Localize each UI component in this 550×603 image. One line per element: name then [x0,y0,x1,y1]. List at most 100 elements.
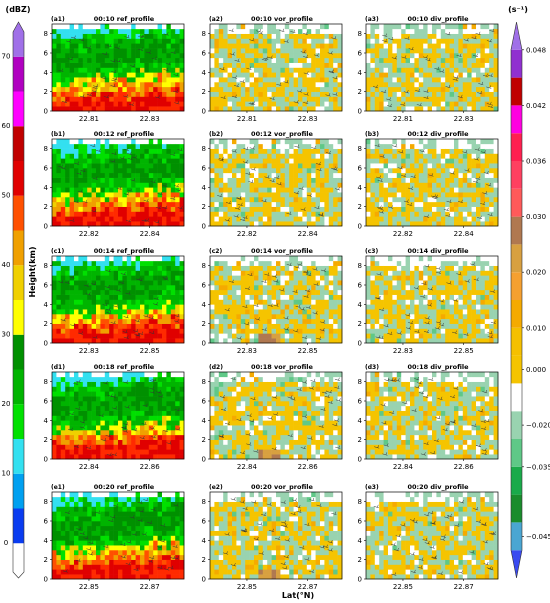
heatmap-cell [306,38,312,44]
heatmap-cell [374,304,380,310]
heatmap-cell [328,153,334,159]
heatmap-cell [131,338,136,344]
heatmap-cell [100,265,106,271]
wind-barb [477,90,483,95]
heatmap-cell [284,294,290,300]
heatmap-cell [122,38,128,44]
heatmap-cell [52,318,57,324]
heatmap-cell [374,177,380,183]
heatmap-cell [82,53,88,59]
heatmap-cell [148,106,154,112]
heatmap-cell [337,192,343,198]
heatmap-cell [392,201,398,207]
heatmap-cell [302,338,308,344]
heatmap-cell [236,197,242,203]
heatmap-cell [262,91,268,97]
heatmap-cell [262,216,268,222]
heatmap-cell [91,101,97,107]
heatmap-cell [104,168,110,174]
heatmap-cell [245,323,250,329]
vorticity-divergence-colorbar-tick-label: 0.000 [526,366,546,374]
heatmap-cell [370,172,376,178]
heatmap-cell [118,67,123,73]
heatmap-cell [423,33,428,39]
heatmap-cell [113,57,119,63]
heatmap-cell [96,177,101,183]
heatmap-cell [311,314,316,320]
heatmap-cell [104,309,110,315]
heatmap-cell [462,57,468,63]
heatmap-cell [436,91,442,97]
heatmap-cell [240,318,246,324]
heatmap-cell [82,323,88,329]
heatmap-cell [280,333,286,339]
wind-barb [153,296,159,300]
heatmap-cell [440,72,446,78]
heatmap-cell [423,153,428,159]
wind-barb [176,188,182,192]
heatmap-cell [249,33,255,39]
heatmap-cell [311,38,316,44]
heatmap-cell [135,72,141,78]
heatmap-cell [467,48,472,54]
heatmap-cell [471,197,477,203]
heatmap-cell [65,211,70,217]
heatmap-cell [489,221,494,227]
heatmap-cell [293,91,299,97]
heatmap-cell [87,106,92,112]
heatmap-cell [223,318,228,324]
heatmap-cell [223,106,228,112]
heatmap-cell [405,48,411,54]
heatmap-cell [432,139,437,145]
heatmap-cell [414,148,420,154]
heatmap-cell [436,158,442,164]
heatmap-cell [52,304,57,310]
heatmap-cell [289,67,294,73]
heatmap-cell [333,38,338,44]
heatmap-cell [87,211,92,217]
heatmap-cell [56,256,62,262]
wind-barb [314,205,320,210]
heatmap-cell [298,62,303,68]
heatmap-cell [366,53,371,59]
heatmap-cell [87,299,92,305]
heatmap-cell [405,62,411,68]
wind-barb [283,316,289,320]
heatmap-cell [148,77,154,83]
heatmap-cell [320,221,325,227]
wind-barb [474,147,480,151]
heatmap-cell [232,211,237,217]
heatmap-cell [170,62,176,68]
heatmap-cell [493,221,499,227]
heatmap-cell [328,221,334,227]
heatmap-cell [328,216,334,222]
heatmap-cell [227,333,233,339]
heatmap-cell [276,48,281,54]
heatmap-cell [245,299,250,305]
heatmap-cell [153,294,158,300]
heatmap-cell [328,177,334,183]
heatmap-cell [91,168,97,174]
heatmap-cell [153,163,158,169]
heatmap-cell [267,192,272,198]
heatmap-cell [489,62,494,68]
heatmap-cell [306,187,312,193]
heatmap-cell [210,318,215,324]
heatmap-cell [249,158,255,164]
heatmap-cell [293,53,299,59]
heatmap-cell [267,153,272,159]
heatmap-cell [337,72,343,78]
heatmap-cell [383,206,389,212]
heatmap-cell [210,206,215,212]
heatmap-cell [440,77,446,83]
heatmap-cell [210,328,215,334]
heatmap-cell [467,28,472,34]
heatmap-cell [320,91,325,97]
heatmap-cell [214,163,220,169]
heatmap-cell [392,323,398,329]
heatmap-cell [153,197,158,203]
heatmap-cell [236,106,242,112]
heatmap-cell [258,304,264,310]
heatmap-cell [135,304,141,310]
heatmap-cell [227,256,233,262]
